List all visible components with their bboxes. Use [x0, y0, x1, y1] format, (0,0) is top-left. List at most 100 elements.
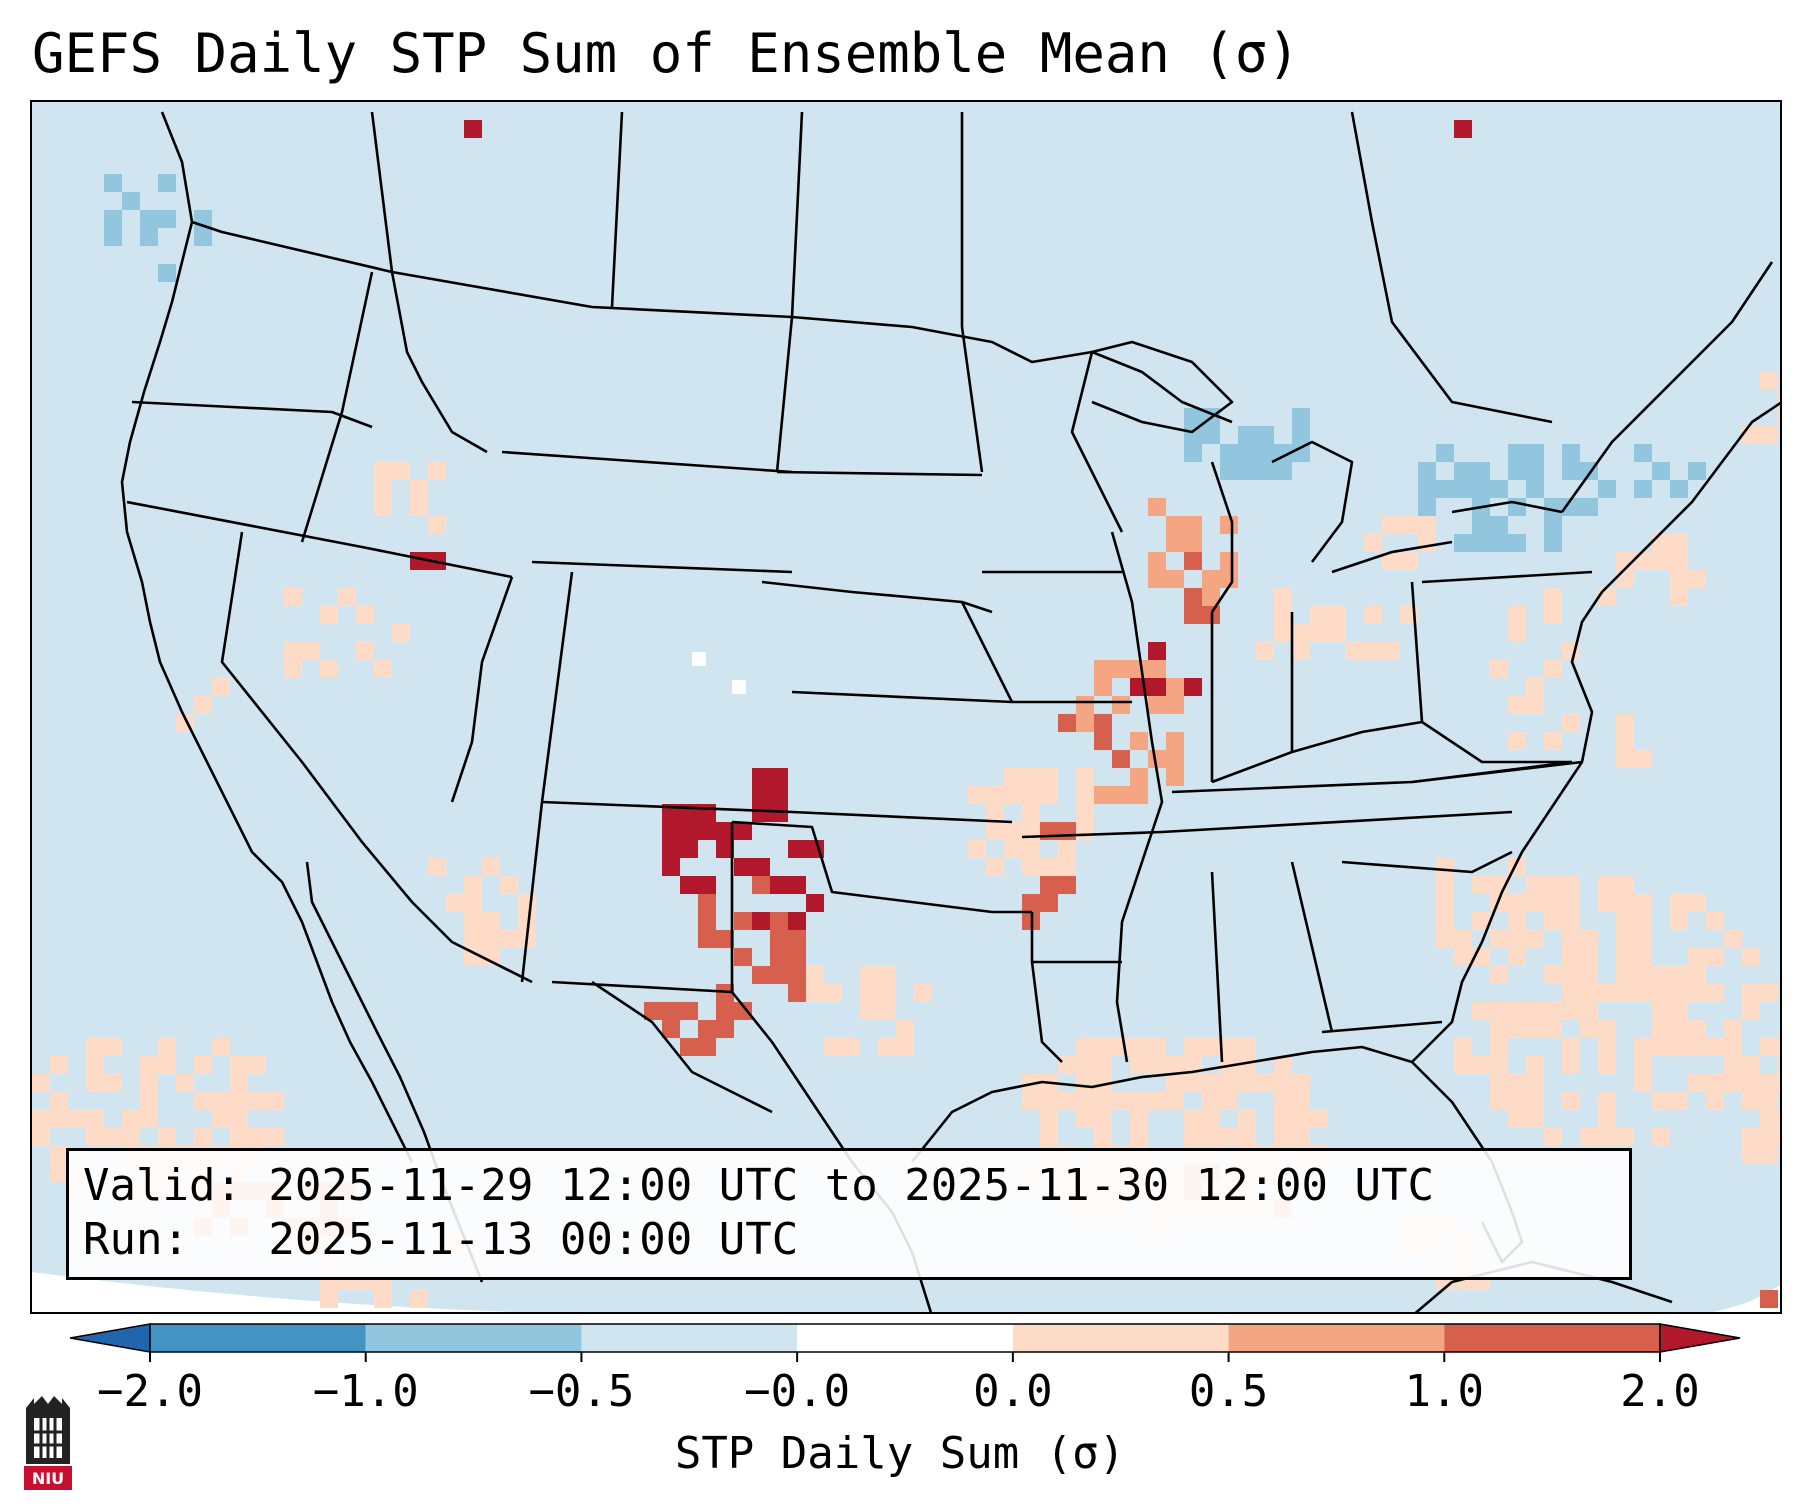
stp-cell [1472, 1002, 1490, 1020]
stp-cell [1202, 570, 1220, 588]
stp-cell [1652, 534, 1670, 552]
stp-cell [1562, 894, 1580, 912]
stp-cell [1544, 912, 1562, 930]
stp-cell [1760, 984, 1778, 1002]
stp-cell [374, 660, 392, 678]
stp-cell [1184, 534, 1202, 552]
stp-cell [770, 912, 788, 930]
stp-cell [770, 768, 788, 786]
colorbar-tick-label: 0.0 [973, 1366, 1053, 1417]
border-az [361, 841, 533, 984]
stp-cell [1076, 768, 1094, 786]
stp-cell [1112, 1092, 1130, 1110]
stp-cell [1490, 1056, 1508, 1074]
stp-cell [806, 894, 824, 912]
stp-cell [680, 1002, 698, 1020]
stp-cell [1598, 984, 1616, 1002]
stp-cell [1292, 426, 1310, 444]
stp-cell [1598, 1128, 1616, 1146]
stp-cell [1742, 1074, 1760, 1092]
hudson-bay-area [1350, 111, 1553, 424]
stp-cell [284, 642, 302, 660]
stp-cell [1562, 444, 1580, 462]
stp-cell [1544, 588, 1562, 606]
colorbar-outline [149, 1323, 1661, 1353]
stp-cell [680, 822, 698, 840]
stp-cell [806, 966, 824, 984]
stp-cell [1472, 462, 1490, 480]
stp-cell [1490, 1002, 1508, 1020]
stp-cell [1418, 498, 1436, 516]
stp-cell [464, 894, 482, 912]
stp-cell [1634, 948, 1652, 966]
stp-cell [1220, 570, 1238, 588]
stp-cell [1040, 858, 1058, 876]
stp-cell [374, 480, 392, 498]
stp-cell [770, 876, 788, 894]
stp-cell [50, 1092, 68, 1110]
valid-info-box: Valid: 2025-11-29 12:00 UTC to 2025-11-3… [66, 1148, 1632, 1280]
stp-cell [732, 680, 746, 694]
florida [1411, 851, 1524, 1063]
colorbar-segment [150, 1324, 366, 1352]
stp-cell [1454, 534, 1472, 552]
stp-cell [1634, 912, 1652, 930]
stp-cell [1508, 930, 1526, 948]
stp-cell [1508, 1110, 1526, 1128]
stp-cell [662, 858, 680, 876]
canada-line-1 [610, 111, 624, 308]
stp-cell [1688, 1038, 1706, 1056]
stp-cell [788, 876, 806, 894]
stp-cell [1292, 1128, 1310, 1146]
stp-cell [1742, 1128, 1760, 1146]
stp-cell [896, 1038, 914, 1056]
great-lakes-superior [1091, 340, 1234, 434]
stp-cell [1454, 1056, 1472, 1074]
border-co-nm [541, 800, 793, 814]
stp-cell [662, 840, 680, 858]
stp-cell [1130, 786, 1148, 804]
colorbar-segment [581, 1324, 798, 1352]
stp-cell [1076, 1038, 1094, 1056]
stp-cell [1742, 1002, 1760, 1020]
border-mn-wi [1070, 351, 1124, 533]
stp-cell [464, 912, 482, 930]
stp-cell [32, 1110, 50, 1128]
stp-cell [1688, 1020, 1706, 1038]
stp-cell [284, 588, 302, 606]
colorbar-segment [365, 1324, 582, 1352]
stp-cell [1670, 1092, 1688, 1110]
stp-cell [1022, 840, 1040, 858]
border-nc-va [1411, 760, 1583, 784]
stp-cell [428, 462, 446, 480]
stp-cell [1130, 1038, 1148, 1056]
stp-cell [788, 930, 806, 948]
stp-cell [896, 1020, 914, 1038]
stp-cell [1004, 786, 1022, 804]
colorbar-tick-label: 2.0 [1620, 1366, 1700, 1417]
stp-cell [194, 696, 212, 714]
stp-cell [1742, 426, 1760, 444]
stp-cell [1760, 1092, 1778, 1110]
stp-cell [698, 1038, 716, 1056]
stp-cell [1220, 462, 1238, 480]
niu-tower-icon: NIU [24, 1396, 72, 1490]
stp-cell [1544, 876, 1562, 894]
stp-cell [986, 786, 1004, 804]
stp-cell [1616, 876, 1634, 894]
stp-cell [1652, 1020, 1670, 1038]
colorbar-extend-low [70, 1323, 151, 1353]
stp-cell [1562, 1002, 1580, 1020]
stp-cell [1544, 498, 1562, 516]
stp-cell [1094, 1092, 1112, 1110]
stp-cell [1724, 1074, 1742, 1092]
stp-cell [1472, 480, 1490, 498]
colorbar-segment [1228, 1324, 1445, 1352]
stp-cell [716, 930, 734, 948]
stp-cell [1094, 1038, 1112, 1056]
stp-cell [1652, 1128, 1670, 1146]
stp-cell [1076, 822, 1094, 840]
stp-map [32, 102, 1780, 1312]
stp-cell [734, 948, 752, 966]
stp-cell [410, 498, 428, 516]
